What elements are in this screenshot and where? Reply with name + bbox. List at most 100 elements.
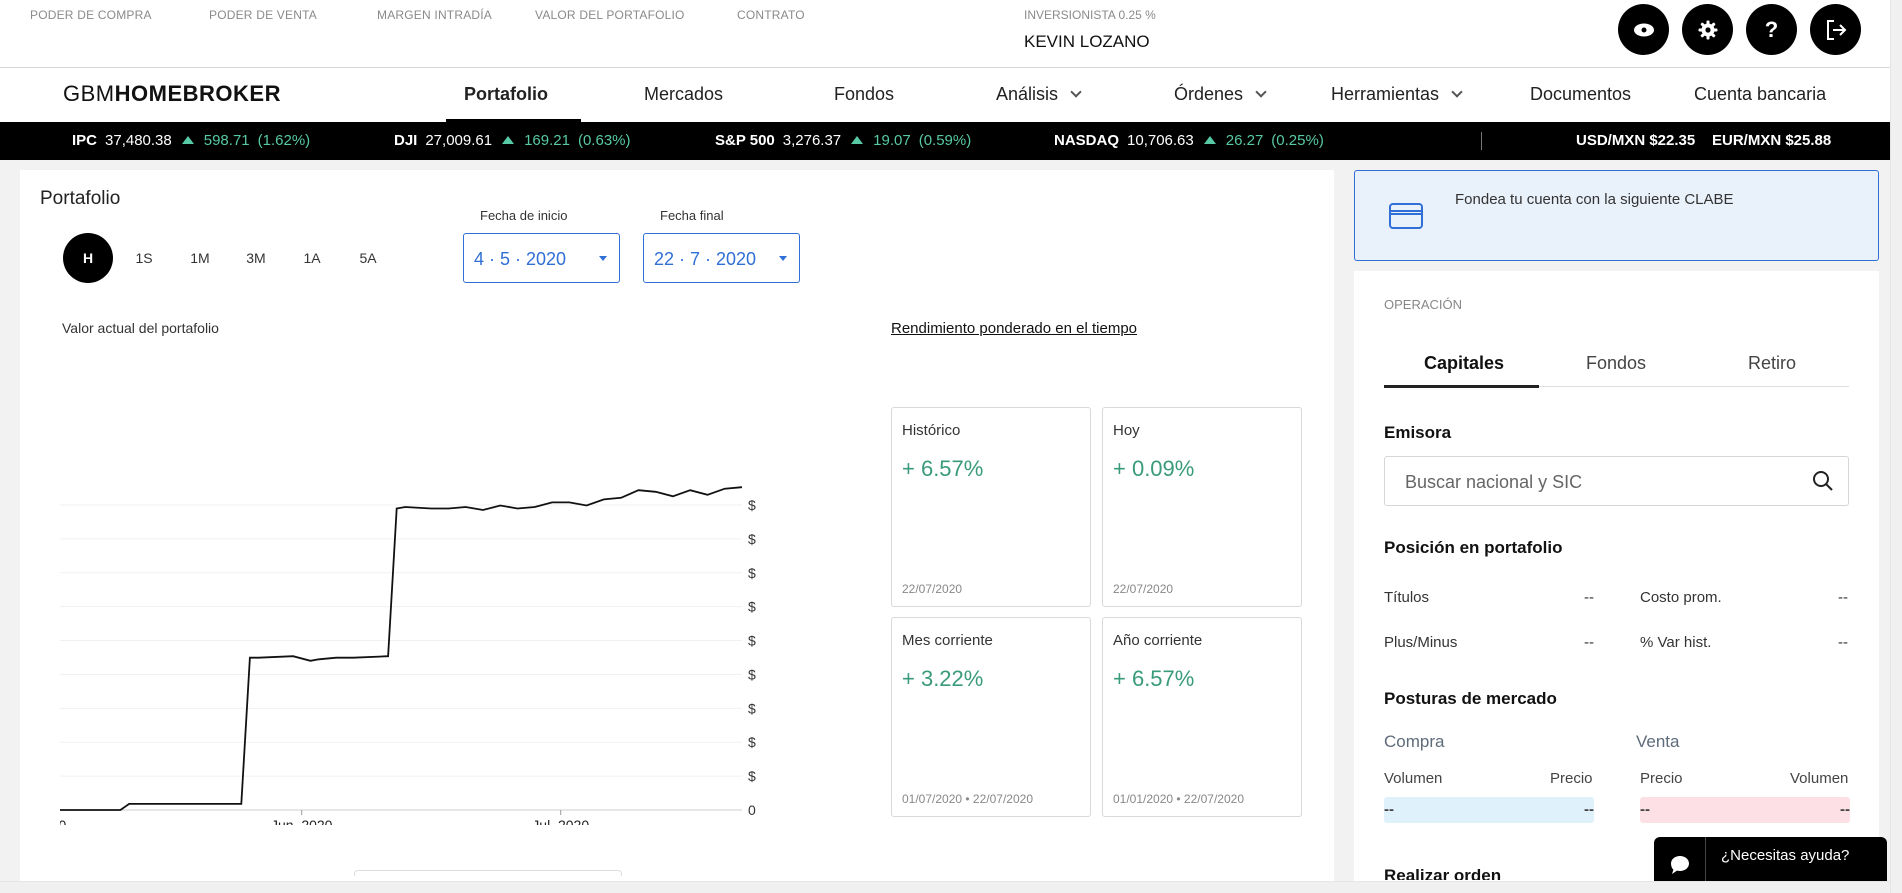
ticker-value: 27,009.61 [425, 132, 493, 149]
x-tick-label: Jul. 2020 [532, 817, 589, 825]
start-date-label: Fecha de inicio [480, 208, 568, 223]
y-tick-label: $ [748, 531, 756, 547]
clabe-banner[interactable]: Fondea tu cuenta con la siguiente CLABE [1354, 170, 1879, 261]
start-date-picker[interactable]: 4 · 5 · 2020 [463, 233, 620, 283]
return-card-date: 22/07/2020 [1113, 582, 1174, 596]
main-nav: GBMHOMEBROKER Portafolio Mercados Fondos… [0, 68, 1902, 122]
return-card-value: + 6.57% [1113, 666, 1195, 691]
end-date-value: 22 · 7 · 2020 [654, 249, 757, 269]
nav-analisis[interactable]: Análisis [996, 84, 1082, 105]
nav-portafolio[interactable]: Portafolio [464, 84, 548, 104]
chevron-down-icon [1451, 86, 1463, 98]
gbm-logo[interactable]: GBMHOMEBROKER [63, 81, 281, 107]
ticker-sp500: S&P 500 3,276.37 19.07 (0.59%) [715, 132, 971, 149]
hide-values-button[interactable] [1618, 4, 1669, 55]
y-tick-label: $ [748, 666, 756, 682]
return-card-anio-corriente: Año corriente + 6.57% 01/01/2020 • 22/07… [1102, 617, 1302, 817]
sell-price-header: Precio [1640, 770, 1683, 787]
market-ticker: IPC 37,480.38 598.71 (1.62%) DJI 27,009.61 16… [0, 122, 1902, 160]
caret-down-icon [599, 256, 607, 261]
return-card-title: Hoy [1113, 422, 1140, 439]
account-summary-bar: PODER DE COMPRA PODER DE VENTA MARGEN IN… [0, 0, 1902, 68]
costo-prom-value: -- [1838, 589, 1848, 606]
period-button-3m[interactable]: 3M [246, 250, 266, 266]
return-card-title: Histórico [902, 422, 961, 439]
titulos-label: Títulos [1384, 589, 1430, 606]
y-tick-label: 0 [748, 802, 756, 818]
nav-fondos[interactable]: Fondos [834, 84, 895, 104]
intraday-margin-label: MARGEN INTRADÍA [377, 8, 493, 22]
return-card-date: 01/07/2020 • 22/07/2020 [902, 792, 1033, 806]
logo-homebroker-text: HOMEBROKER [114, 81, 281, 106]
period-button-1s[interactable]: 1S [135, 250, 153, 266]
plus-minus-value: -- [1584, 634, 1594, 651]
period-button-h[interactable]: H [63, 233, 113, 283]
vertical-scrollbar[interactable] [1890, 0, 1902, 893]
ticker-ipc: IPC 37,480.38 598.71 (1.62%) [72, 132, 310, 149]
tab-capitales[interactable]: Capitales [1424, 353, 1505, 373]
y-tick-label: $ [748, 497, 756, 513]
y-tick-label: $ [748, 599, 756, 615]
up-arrow-icon [502, 136, 515, 144]
ticker-dji: DJI 27,009.61 169.21 (0.63%) [394, 132, 631, 149]
clabe-text: Fondea tu cuenta con la siguiente CLABE [1455, 191, 1734, 208]
ticker-name: NASDAQ [1054, 132, 1120, 149]
period-button-5a[interactable]: 5A [359, 250, 377, 266]
horizontal-scrollbar[interactable] [0, 881, 1902, 893]
ticker-name: IPC [72, 132, 98, 149]
tab-retiro[interactable]: Retiro [1748, 353, 1797, 373]
contract-label: CONTRATO [737, 8, 805, 22]
panel-edge [354, 870, 622, 876]
chart-label: Valor actual del portafolio [62, 320, 219, 336]
eye-icon [1633, 23, 1654, 36]
portfolio-value-line [60, 486, 743, 811]
return-card-hoy: Hoy + 0.09% 22/07/2020 [1102, 407, 1302, 607]
ticker-divider [1481, 132, 1482, 150]
x-tick-label: May. 2020 [60, 817, 66, 825]
place-order-title: Realizar orden [1384, 866, 1502, 880]
logout-button[interactable] [1810, 4, 1861, 55]
return-card-historico: Histórico + 6.57% 22/07/2020 [891, 407, 1091, 607]
sell-volume-header: Volumen [1790, 770, 1849, 787]
portfolio-value-chart: 0 $ $ $ $ $ $ $ $ $ May. 2020 Jun. 2020 Jul. 2020 [60, 486, 756, 825]
var-hist-value: -- [1838, 634, 1848, 651]
end-date-picker[interactable]: 22 · 7 · 2020 [643, 233, 800, 283]
plus-minus-label: Plus/Minus [1384, 634, 1458, 651]
tab-fondos[interactable]: Fondos [1586, 353, 1647, 373]
nav-cuenta-bancaria[interactable]: Cuenta bancaria [1694, 84, 1827, 104]
market-title: Posturas de mercado [1384, 689, 1557, 708]
user-name: KEVIN LOZANO [1024, 32, 1150, 51]
ticker-change: 19.07 [873, 132, 911, 149]
emisora-search-input[interactable] [1403, 471, 1783, 494]
gear-icon [1698, 20, 1717, 39]
period-button-1a[interactable]: 1A [303, 250, 321, 266]
buy-volume-value: -- [1384, 801, 1394, 818]
return-card-value: + 0.09% [1113, 456, 1195, 481]
y-tick-label: $ [748, 565, 756, 581]
ticker-change: 598.71 [203, 132, 250, 149]
position-title: Posición en portafolio [1384, 538, 1563, 557]
titulos-value: -- [1584, 589, 1594, 606]
buy-volume-header: Volumen [1384, 770, 1443, 787]
period-button-1m[interactable]: 1M [190, 250, 210, 266]
investor-level: INVERSIONISTA 0.25 % [1024, 8, 1156, 22]
y-tick-label: $ [748, 768, 756, 784]
return-card-value: + 6.57% [902, 456, 984, 481]
settings-button[interactable] [1682, 4, 1733, 55]
nav-ordenes[interactable]: Órdenes [1174, 84, 1267, 105]
nav-herramientas-label: Herramientas [1331, 84, 1440, 104]
ticker-nasdaq: NASDAQ 10,706.63 26.27 (0.25%) [1054, 132, 1324, 149]
emisora-search[interactable] [1384, 456, 1849, 506]
portfolio-value-label: VALOR DEL PORTAFOLIO [535, 8, 685, 22]
returns-title[interactable]: Rendimiento ponderado en el tiempo [891, 320, 1137, 337]
search-icon[interactable] [1812, 470, 1834, 492]
nav-mercados[interactable]: Mercados [644, 84, 724, 104]
y-tick-label: $ [748, 633, 756, 649]
help-button[interactable]: ? [1746, 4, 1797, 55]
credit-card-icon [1389, 203, 1423, 229]
nav-herramientas[interactable]: Herramientas [1331, 84, 1463, 105]
return-card-date: 01/01/2020 • 22/07/2020 [1113, 792, 1244, 806]
nav-documentos[interactable]: Documentos [1530, 84, 1632, 104]
fx-pair: EUR/MXN [1712, 132, 1782, 149]
ticker-percent: (0.59%) [918, 132, 972, 149]
